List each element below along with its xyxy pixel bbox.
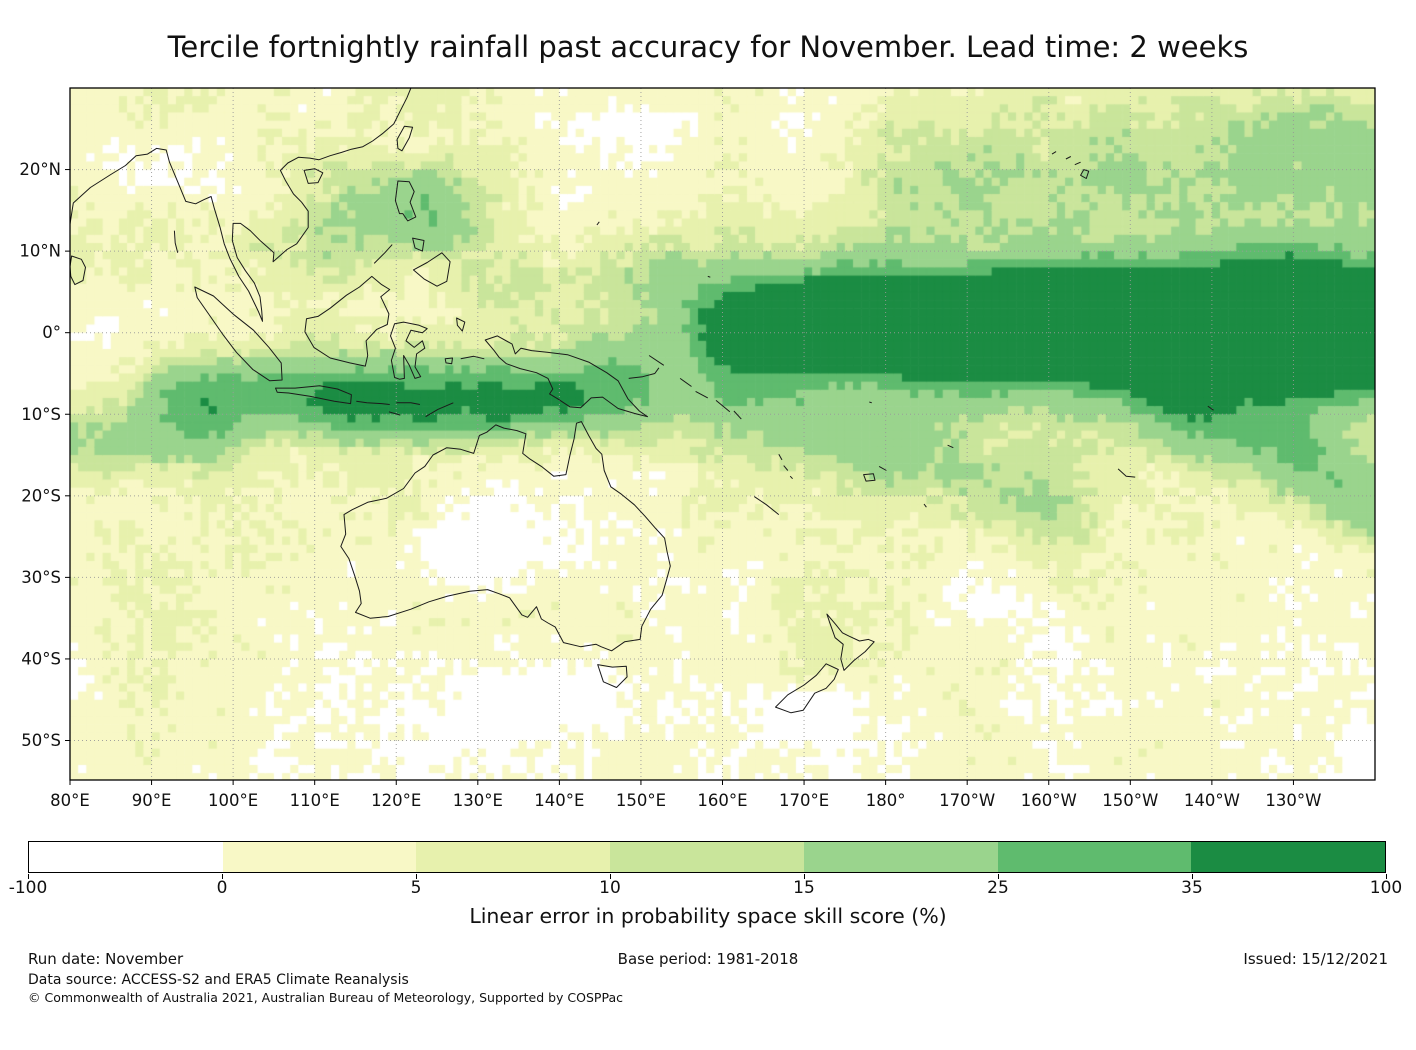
- y-tick-label: 50°S: [21, 731, 61, 750]
- colorbar-tick: [222, 874, 223, 879]
- x-tick-label: 150°W: [1102, 791, 1158, 810]
- colorbar-tick-label: 15: [793, 878, 815, 898]
- y-tick-label: 0°: [42, 323, 61, 342]
- x-tick-label: 130°W: [1265, 791, 1321, 810]
- y-tick-labels: 20°N 10°N 0° 10°S 20°S 30°S 40°S 50°S: [19, 160, 61, 750]
- colorbar-tick: [1192, 874, 1193, 879]
- x-tick-label: 80°E: [50, 791, 90, 810]
- x-tick-label: 90°E: [132, 791, 172, 810]
- colorbar-tick: [804, 874, 805, 879]
- x-tick-label: 150°E: [616, 791, 666, 810]
- colorbar-segment: [1191, 842, 1386, 872]
- base-period-text: Base period: 1981-2018: [617, 950, 799, 968]
- y-tick-label: 40°S: [21, 649, 61, 668]
- x-tick-label: 170°W: [939, 791, 995, 810]
- x-tick-label: 130°E: [453, 791, 503, 810]
- colorbar-tick-label: 0: [216, 878, 228, 898]
- colorbar-tick: [610, 874, 611, 879]
- issued-date-text: Issued: 15/12/2021: [1243, 950, 1388, 968]
- data-source-text: Data source: ACCESS-S2 and ERA5 Climate …: [28, 972, 409, 988]
- y-tick-label: 20°S: [21, 486, 61, 505]
- x-tick-label: 100°E: [208, 791, 258, 810]
- colorbar-tick-label: 25: [987, 878, 1009, 898]
- rainfall-skill-heatmap: [70, 88, 1375, 780]
- colorbar-segment: [416, 842, 611, 872]
- colorbar-label: Linear error in probability space skill …: [469, 904, 947, 928]
- colorbar: [28, 841, 1386, 873]
- colorbar-segment: [997, 842, 1192, 872]
- x-tick-label: 180°: [866, 791, 906, 810]
- colorbar-tick-label: 100: [1369, 878, 1403, 898]
- x-tick-label: 160°E: [697, 791, 747, 810]
- x-tick-labels: 80°E 90°E 100°E 110°E 120°E 130°E 140°E 150°E 16…: [50, 791, 1321, 810]
- x-tick-label: 140°E: [534, 791, 584, 810]
- copyright-text: © Commonwealth of Australia 2021, Austra…: [28, 990, 623, 1005]
- colorbar-tick: [28, 874, 29, 879]
- x-tick-label: 140°W: [1184, 791, 1240, 810]
- x-tick-label: 120°E: [371, 791, 421, 810]
- colorbar-tick: [416, 874, 417, 879]
- x-tick-label: 110°E: [290, 791, 340, 810]
- colorbar-tick-label: 10: [599, 878, 621, 898]
- colorbar-segment: [222, 842, 417, 872]
- colorbar-tick-label: -100: [8, 878, 48, 898]
- x-tick-label: 160°W: [1021, 791, 1077, 810]
- x-tick-label: 170°E: [779, 791, 829, 810]
- colorbar-tick: [998, 874, 999, 879]
- y-tick-label: 30°S: [21, 568, 61, 587]
- footer-row: Run date: November Base period: 1981-201…: [0, 950, 1416, 970]
- colorbar-tick-label: 35: [1181, 878, 1203, 898]
- colorbar-segment: [803, 842, 998, 872]
- colorbar-segment: [29, 842, 223, 872]
- y-tick-label: 10°S: [21, 405, 61, 424]
- colorbar-tick: [1386, 874, 1387, 879]
- chart-title: Tercile fortnightly rainfall past accura…: [167, 30, 1249, 64]
- colorbar-segment: [610, 842, 804, 872]
- run-date-text: Run date: November: [28, 950, 184, 968]
- y-tick-label: 10°N: [19, 242, 61, 261]
- y-tick-label: 20°N: [19, 160, 61, 179]
- colorbar-tick-label: 5: [410, 878, 422, 898]
